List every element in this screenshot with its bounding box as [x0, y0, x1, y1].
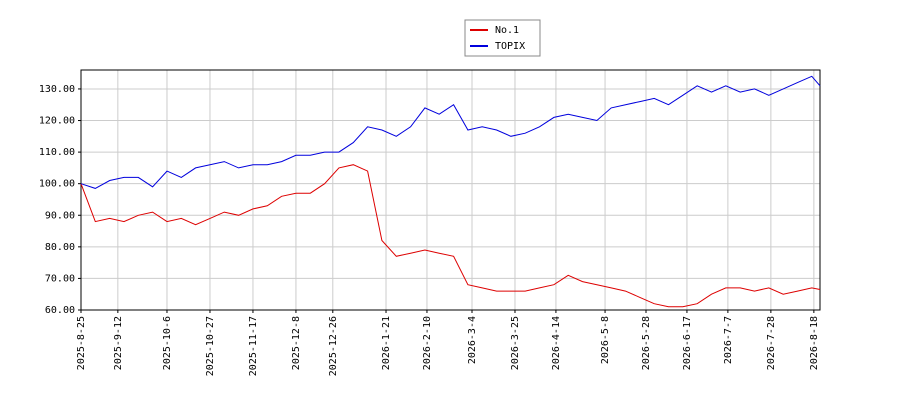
- x-tick-label: 2026-8-18: [809, 316, 820, 370]
- x-tick-label: 2025-12-26: [328, 316, 339, 376]
- y-tick-label: 80.00: [45, 242, 75, 253]
- y-tick-label: 70.00: [45, 273, 75, 284]
- x-tick-label: 2026-7-7: [723, 316, 734, 364]
- x-tick-label: 2026-5-8: [600, 316, 611, 364]
- series-line: [80, 75, 821, 189]
- x-tick-label: 2026-4-14: [551, 316, 562, 370]
- y-tick-label: 100.00: [39, 179, 75, 190]
- plot-frame: [80, 69, 821, 311]
- legend-label: No.1: [495, 25, 519, 36]
- x-tick-label: 2025-8-25: [76, 316, 87, 370]
- y-tick-label: 90.00: [45, 210, 75, 221]
- x-tick-label: 2026-1-21: [381, 316, 392, 370]
- x-tick-label: 2025-12-8: [291, 316, 302, 370]
- x-tick-label: 2026-3-4: [467, 316, 478, 364]
- y-tick-label: 120.00: [39, 116, 75, 127]
- x-tick-label: 2025-10-6: [162, 316, 173, 370]
- legend-label: TOPIX: [495, 41, 525, 52]
- y-tick-label: 110.00: [39, 147, 75, 158]
- x-tick-label: 2025-9-12: [113, 316, 124, 370]
- y-tick-label: 130.00: [39, 84, 75, 95]
- plot: [80, 70, 820, 311]
- x-tick-label: 2026-6-17: [682, 316, 693, 370]
- x-tick-label: 2026-5-28: [641, 316, 652, 370]
- series-line: [80, 164, 821, 308]
- x-tick-label: 2025-10-27: [205, 316, 216, 376]
- legend-box: [464, 19, 541, 57]
- x-tick-label: 2026-2-10: [422, 316, 433, 370]
- x-tick-label: 2026-3-25: [510, 316, 521, 370]
- x-tick-label: 2026-7-28: [766, 316, 777, 370]
- y-tick-label: 60.00: [45, 305, 75, 316]
- x-tick-label: 2025-11-17: [248, 316, 259, 376]
